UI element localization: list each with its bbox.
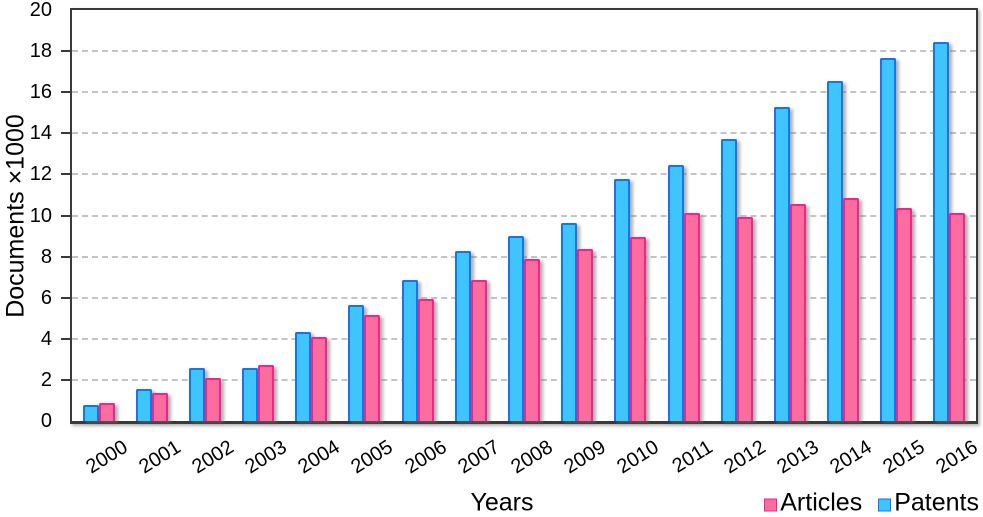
legend-item-articles: Articles [764, 489, 862, 517]
articles-bar-2012 [736, 216, 753, 421]
y-tick-mark-12 [61, 173, 70, 176]
patents-bar-2011 [667, 165, 684, 421]
patents-bar-2004 [295, 331, 312, 421]
patents-bar-2007 [454, 251, 471, 421]
articles-bar-2002 [204, 377, 221, 421]
gridline-12 [72, 173, 976, 176]
patents-bar-2006 [401, 280, 418, 421]
y-tick-label-18: 18 [29, 40, 52, 63]
legend-label-patents: Patents [894, 488, 979, 517]
articles-bar-2007 [470, 280, 487, 421]
x-axis-title: Years [470, 488, 534, 517]
y-tick-mark-16 [61, 91, 70, 94]
y-tick-label-2: 2 [40, 368, 52, 391]
patents-bar-2012 [720, 139, 737, 421]
articles-bar-2008 [524, 258, 540, 421]
patents-bar-2014 [827, 80, 844, 421]
articles-bar-2013 [789, 204, 806, 421]
y-tick-mark-14 [61, 132, 70, 135]
articles-bar-2006 [417, 298, 434, 421]
plot-area [70, 8, 978, 424]
gridline-16 [72, 91, 976, 94]
gridline-8 [72, 255, 976, 258]
gridline-10 [72, 214, 976, 217]
legend-item-patents: Patents [878, 489, 979, 517]
articles-bar-2016 [949, 213, 966, 421]
y-tick-label-12: 12 [29, 163, 52, 186]
y-tick-label-0: 0 [40, 410, 52, 432]
articles-bar-2011 [683, 213, 700, 421]
patents-bar-2009 [561, 222, 578, 421]
patents-bar-2008 [508, 236, 524, 421]
patents-bar-2010 [614, 178, 631, 421]
y-tick-label-14: 14 [29, 122, 52, 145]
articles-swatch-icon [764, 498, 778, 511]
gridline-18 [72, 50, 976, 53]
gridline-14 [72, 132, 976, 135]
y-tick-mark-6 [61, 296, 70, 299]
patents-bar-2005 [348, 304, 365, 421]
y-tick-label-10: 10 [29, 204, 52, 227]
patents-bar-2013 [773, 106, 790, 421]
y-tick-mark-8 [61, 255, 70, 258]
y-tick-mark-18 [61, 50, 70, 53]
articles-bar-2003 [258, 364, 275, 421]
articles-bar-2004 [311, 336, 328, 421]
patents-bar-2002 [188, 367, 205, 421]
patents-bar-2000 [82, 404, 99, 421]
patents-bar-2016 [933, 41, 950, 421]
y-tick-label-6: 6 [40, 286, 52, 309]
legend-label-articles: Articles [780, 488, 863, 517]
legend: Articles Patents [764, 489, 979, 517]
patents-bar-2015 [880, 58, 897, 421]
patents-bar-2001 [135, 389, 152, 421]
articles-bar-2014 [843, 198, 860, 421]
articles-bar-2000 [98, 402, 115, 421]
y-tick-mark-2 [61, 378, 70, 381]
articles-bar-2010 [630, 237, 647, 421]
articles-bar-2015 [896, 208, 913, 421]
patents-swatch-icon [878, 498, 892, 511]
articles-bar-2005 [364, 315, 381, 421]
y-tick-label-20: 20 [29, 0, 52, 21]
y-tick-label-8: 8 [40, 245, 52, 268]
patents-bar-2003 [242, 367, 259, 421]
articles-bar-2001 [151, 393, 168, 421]
y-tick-mark-10 [61, 214, 70, 217]
articles-bar-2009 [577, 249, 594, 421]
y-tick-label-4: 4 [40, 327, 52, 350]
y-tick-mark-4 [61, 337, 70, 340]
y-tick-label-16: 16 [29, 81, 52, 104]
